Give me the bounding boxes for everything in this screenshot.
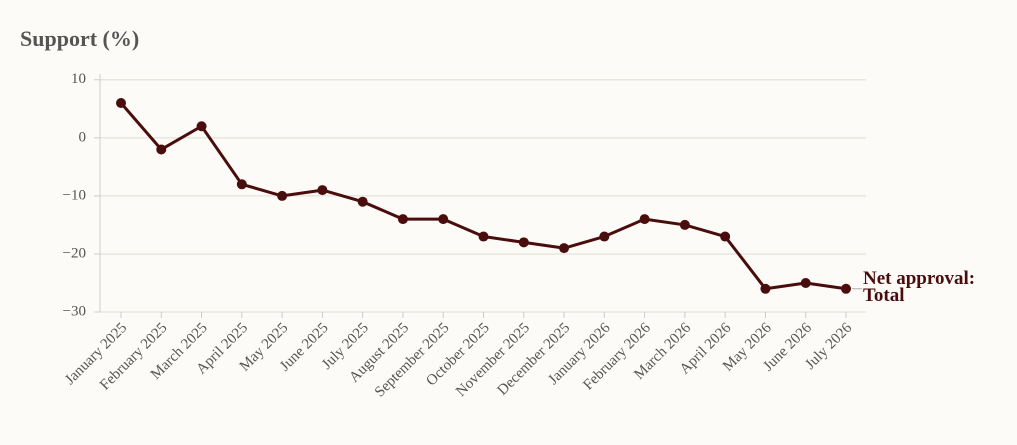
point: [156, 144, 167, 155]
chart-title: Support (%): [20, 26, 140, 51]
point: [639, 214, 650, 225]
point: [236, 179, 247, 190]
point: [196, 121, 207, 132]
point: [518, 237, 529, 248]
point: [277, 190, 288, 201]
point: [397, 214, 408, 225]
point: [841, 283, 851, 294]
y-tick-label: 10: [71, 71, 86, 87]
point: [438, 214, 449, 225]
point: [559, 243, 570, 254]
point: [760, 283, 771, 294]
point: [317, 185, 328, 196]
point: [679, 219, 690, 230]
point: [116, 98, 126, 109]
y-tick-label: 0: [79, 129, 87, 145]
point: [720, 231, 731, 242]
point: [599, 231, 610, 242]
series-label: Net approval: Total: [863, 267, 976, 306]
y-tick-label: −30: [63, 303, 86, 319]
y-tick-label: −10: [63, 187, 86, 203]
y-tick-label: −20: [63, 245, 86, 261]
point: [800, 277, 811, 288]
x-tick-label: December 2025: [495, 320, 574, 399]
point: [478, 231, 489, 242]
point: [357, 196, 368, 207]
